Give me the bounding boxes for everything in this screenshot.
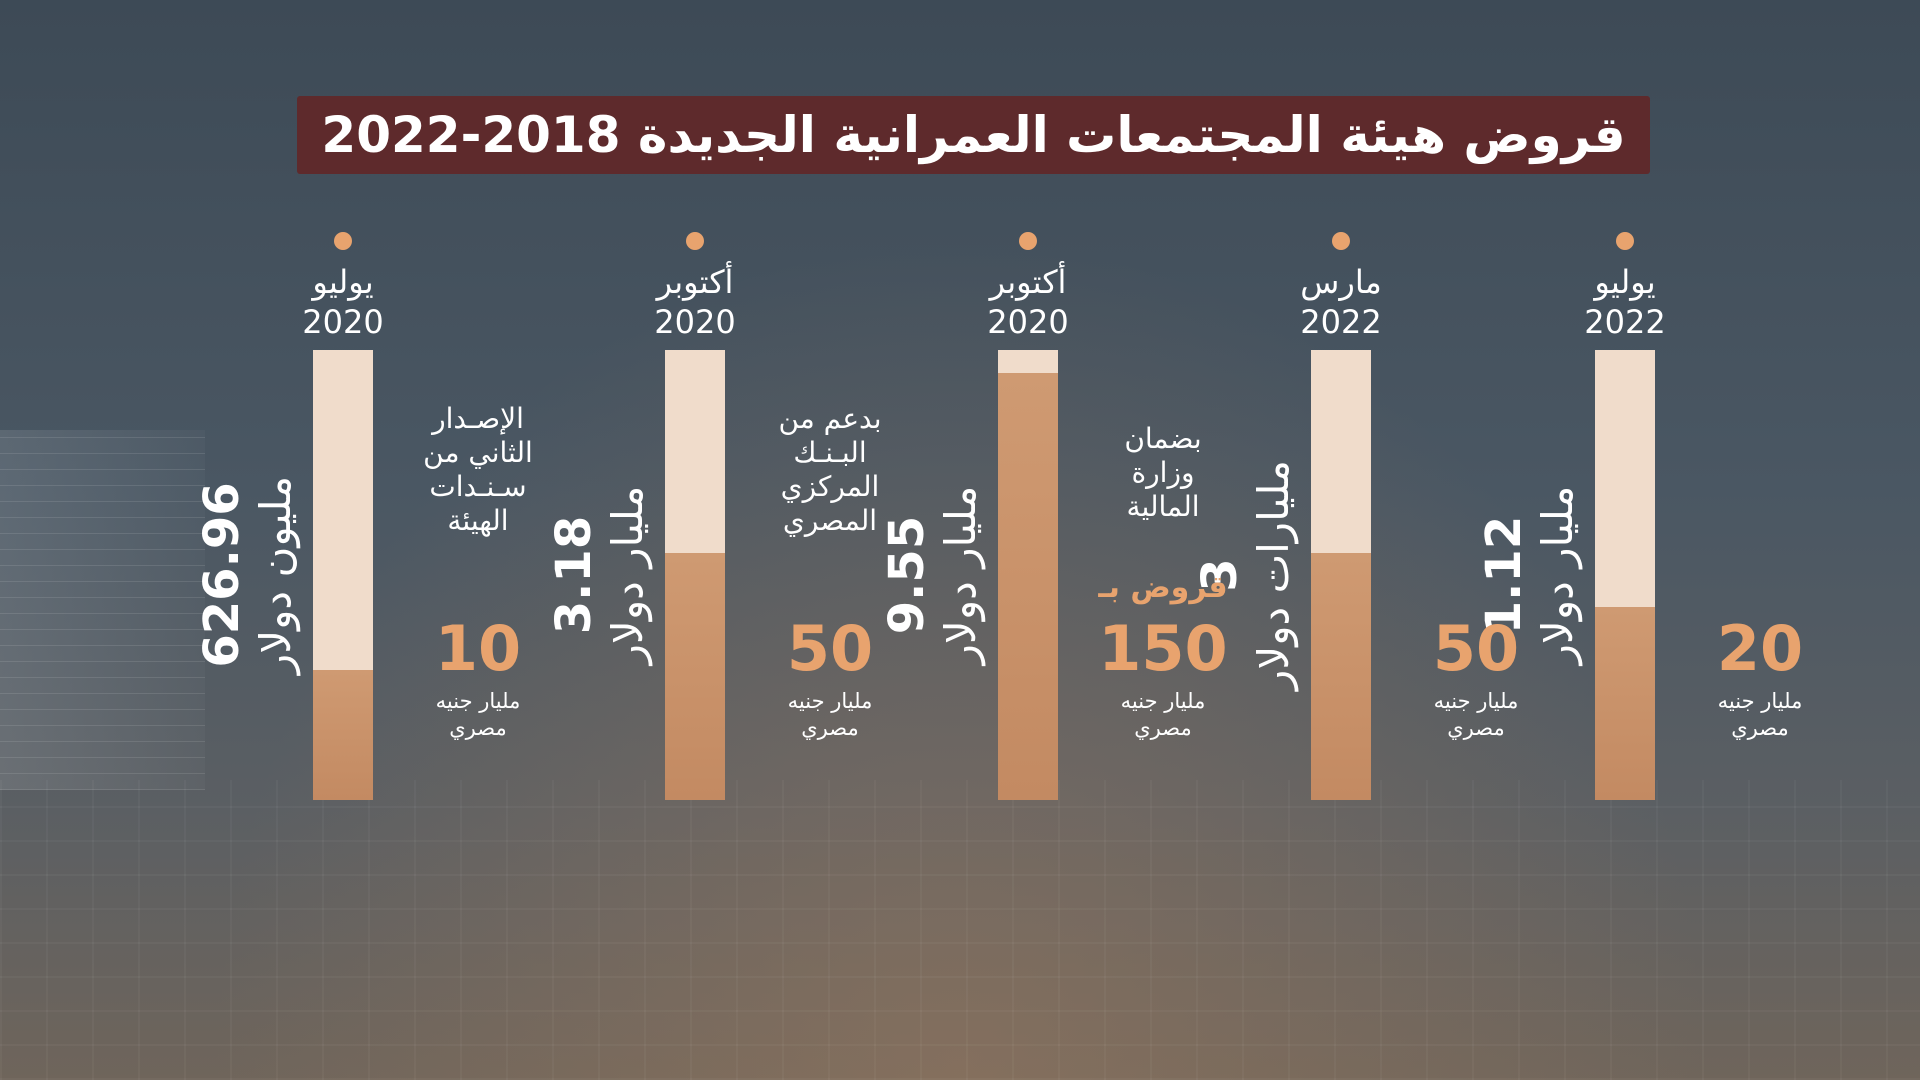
usd-unit: مليارات دولار [1249, 460, 1298, 690]
egp-value: 20 [1716, 612, 1804, 685]
egp-unit-line: مليار جنيه [435, 689, 521, 713]
bar-track [998, 350, 1058, 800]
bar-fill [665, 552, 725, 800]
egp-unit: مليار جنيه مصري [745, 688, 915, 742]
date-month: يوليو [1594, 263, 1656, 301]
timeline-dot [686, 232, 704, 250]
timeline-dot [1019, 232, 1037, 250]
usd-unit: مليار دولار [936, 485, 985, 665]
timeline-dot [1616, 232, 1634, 250]
date-year: 2022 [1584, 303, 1666, 341]
bar-note-line: البـنـك [793, 436, 867, 469]
egp-value: 150 [1098, 612, 1228, 685]
egp-unit-line: مليار جنيه [1717, 689, 1803, 713]
egp-unit: مليار جنيه مصري [1675, 688, 1845, 742]
bar-track [1311, 350, 1371, 800]
egp-unit-line: مصري [1134, 716, 1192, 740]
egp-unit: مليار جنيه مصري [1391, 688, 1561, 742]
bar-track [313, 350, 373, 800]
bar-note: بدعم من البـنـك المركزي المصري [745, 402, 915, 538]
egp-value: 50 [786, 612, 874, 685]
chart-title: قروض هيئة المجتمعات العمرانية الجديدة 20… [321, 106, 1626, 164]
date-year: 2020 [987, 303, 1069, 341]
bar-note-line: سـنـدات [429, 470, 527, 503]
bar-fill [1595, 606, 1655, 800]
background-floor [0, 780, 1920, 1080]
egp-prefix: قروض بـ [1098, 570, 1228, 605]
date-year: 2020 [654, 303, 736, 341]
egp-unit-line: مليار جنيه [1433, 689, 1519, 713]
bar-note-line: الإصـدار [432, 402, 524, 435]
egp-unit-line: مصري [1447, 716, 1505, 740]
bar-note: بضمان وزارة المالية [1078, 422, 1248, 524]
timeline-dot [334, 232, 352, 250]
egp-unit-line: مصري [1731, 716, 1789, 740]
bar-track [1595, 350, 1655, 800]
timeline-dot [1332, 232, 1350, 250]
bar-note-line: الهيئة [447, 504, 509, 537]
bar-date-label: مارس 2022 [1261, 262, 1421, 342]
egp-unit-line: مصري [801, 716, 859, 740]
bar-note-line: الثاني من [423, 436, 533, 469]
bar-date-label: يوليو 2022 [1545, 262, 1705, 342]
usd-unit: مليار دولار [603, 485, 652, 665]
title-banner: قروض هيئة المجتمعات العمرانية الجديدة 20… [297, 96, 1650, 174]
date-year: 2020 [302, 303, 384, 341]
bar-note-line: بدعم من [778, 402, 882, 435]
bar-date-label: أكتوبر 2020 [615, 262, 775, 342]
bar-date-label: يوليو 2020 [263, 262, 423, 342]
date-month: أكتوبر [989, 263, 1067, 301]
usd-label: 626.96 مليون دولار [183, 350, 313, 800]
egp-unit-line: مليار جنيه [787, 689, 873, 713]
bar-note-line: المالية [1126, 490, 1200, 523]
date-month: أكتوبر [656, 263, 734, 301]
egp-value: 50 [1432, 612, 1520, 685]
date-month: يوليو [312, 263, 374, 301]
background-document [0, 430, 205, 790]
usd-unit: مليون دولار [251, 475, 300, 675]
date-year: 2022 [1300, 303, 1382, 341]
date-month: مارس [1300, 263, 1382, 301]
egp-unit: مليار جنيه مصري [393, 688, 563, 742]
egp-unit-line: مصري [449, 716, 507, 740]
bar-note-line: المصري [782, 504, 878, 537]
bar-note-line: وزارة [1131, 456, 1195, 489]
bar-date-label: أكتوبر 2020 [948, 262, 1108, 342]
bar-fill [313, 669, 373, 800]
usd-label-rotated: 626.96 مليون دولار [194, 476, 302, 674]
usd-value: 626.96 [194, 482, 250, 668]
egp-unit: مليار جنيه مصري [1078, 688, 1248, 742]
egp-unit-line: مليار جنيه [1120, 689, 1206, 713]
bar-fill [1311, 552, 1371, 800]
bar-track [665, 350, 725, 800]
bar-note-line: المركزي [780, 470, 880, 503]
bar-note-line: بضمان [1124, 422, 1202, 455]
bar-fill [998, 372, 1058, 800]
bar-note: الإصـدار الثاني من سـنـدات الهيئة [393, 402, 563, 538]
egp-value: 10 [434, 612, 522, 685]
